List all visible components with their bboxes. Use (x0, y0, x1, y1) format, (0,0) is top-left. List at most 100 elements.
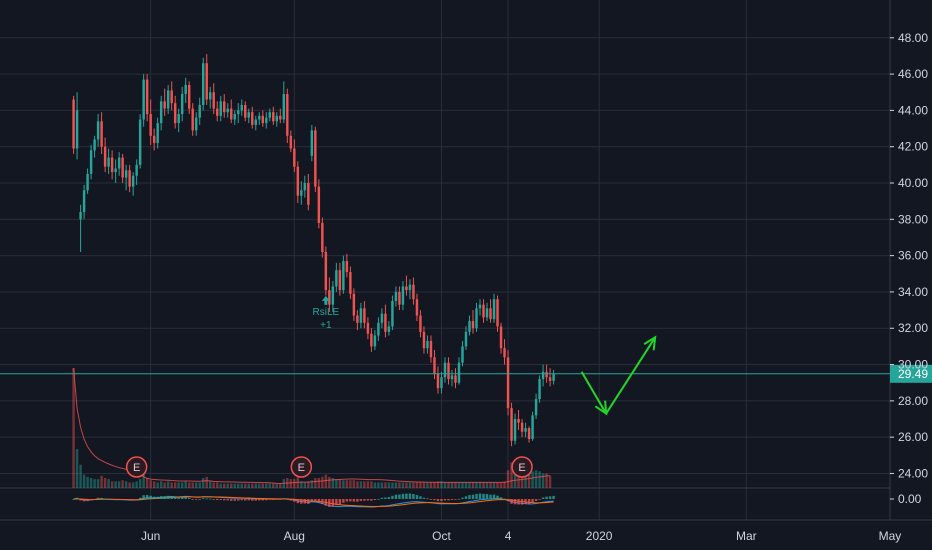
volume-bar (524, 473, 527, 488)
candle-body (300, 190, 303, 196)
volume-bar (356, 481, 359, 488)
macd-histogram-bar (75, 497, 79, 499)
volume-bar (138, 479, 142, 488)
volume-bar (352, 480, 356, 488)
macd-histogram-bar (538, 499, 541, 500)
macd-histogram-bar (352, 499, 356, 502)
candle-body (478, 304, 482, 309)
volume-bar (545, 473, 548, 488)
volume-bar (198, 482, 201, 488)
candle-body (443, 362, 447, 378)
volume-bar (93, 479, 96, 488)
candle-body (527, 428, 531, 439)
macd-histogram-bar (401, 493, 405, 499)
macd-histogram-bar (499, 497, 503, 499)
volume-bar (226, 483, 229, 488)
macd-histogram-bar (321, 499, 324, 504)
candle-body (447, 362, 450, 380)
candle-body (548, 377, 552, 381)
macd-histogram-bar (230, 499, 233, 501)
candle-body (293, 148, 296, 167)
volume-bar (89, 478, 93, 488)
volume-bar (149, 480, 152, 488)
candle-body (289, 135, 293, 149)
candle-body (135, 164, 138, 176)
candle-body (226, 108, 229, 113)
candle-body (114, 168, 117, 173)
volume-bar (163, 482, 166, 488)
macd-histogram-bar (286, 499, 289, 500)
macd-histogram-bar (331, 499, 335, 507)
macd-histogram-bar (440, 499, 443, 502)
candle-body (149, 114, 152, 136)
volume-bar (541, 473, 545, 488)
candle-body (405, 286, 408, 291)
macd-histogram-bar (405, 493, 408, 499)
volume-bar (258, 483, 261, 488)
macd-histogram-bar (356, 499, 359, 502)
candle-body (373, 335, 377, 347)
volume-bar (117, 481, 121, 488)
volume-bar (398, 482, 401, 488)
price-tick-label: 28.00 (898, 394, 928, 408)
volume-bar (142, 473, 145, 488)
macd-histogram-bar (201, 498, 205, 499)
volume-bar (510, 462, 513, 488)
volume-bar (205, 476, 208, 488)
macd-histogram-bar (265, 499, 268, 501)
volume-bar (349, 480, 352, 488)
macd-histogram-bar (96, 497, 100, 499)
volume-bar (173, 482, 177, 488)
forecast-arrow-mid-head (594, 400, 608, 416)
volume-bar (135, 481, 138, 488)
candle-body (415, 299, 419, 316)
annotations: 29.49 E E E RsiLE +1 (0, 295, 932, 478)
earnings-marker (290, 456, 313, 478)
candle-body (166, 90, 170, 109)
macd-histogram-bar (471, 494, 475, 499)
candle-body (117, 157, 121, 169)
time-tick-label: Aug (284, 529, 305, 543)
volume-bar (247, 483, 250, 488)
candle-body (496, 299, 499, 327)
candle-body (93, 139, 96, 151)
candle-body (272, 112, 275, 122)
candle-body (159, 101, 163, 124)
volume-bar (100, 475, 103, 488)
candle-body (391, 301, 394, 327)
volume-bar (265, 483, 268, 488)
macd-histogram-bar (422, 497, 426, 499)
macd-histogram-bar (212, 499, 215, 500)
volume-bar (401, 482, 405, 488)
candle-body (156, 123, 159, 144)
volume-bar (75, 449, 79, 488)
earnings-marker (511, 456, 533, 478)
macd-histogram-bar (408, 493, 412, 499)
macd-histogram-bar (279, 499, 282, 500)
macd-histogram-bar (117, 499, 121, 500)
candle-body (342, 261, 345, 291)
earnings-marker-label: E (133, 462, 140, 474)
candlestick-series (72, 54, 555, 447)
candle-body (307, 183, 310, 205)
candle-body (121, 157, 124, 178)
volume-bar (415, 482, 419, 488)
volume-bar (478, 482, 482, 488)
macd-histogram-bar (373, 499, 377, 501)
price-tick-label: 26.00 (898, 430, 928, 444)
candle-body (208, 92, 212, 100)
candle-body (510, 408, 513, 441)
candle-body (128, 170, 131, 187)
volume-bar (380, 482, 384, 488)
macd-histogram-bar (531, 499, 534, 503)
volume-bar (366, 481, 370, 488)
candle-body (198, 104, 201, 118)
candle-body (191, 108, 194, 131)
volume-ma-line (73, 367, 551, 484)
candle-body (180, 94, 184, 115)
volume-bar (191, 482, 194, 488)
volume-bar (499, 482, 503, 488)
macd-histogram-bar (342, 499, 345, 503)
macd-histogram-bar (258, 499, 261, 501)
